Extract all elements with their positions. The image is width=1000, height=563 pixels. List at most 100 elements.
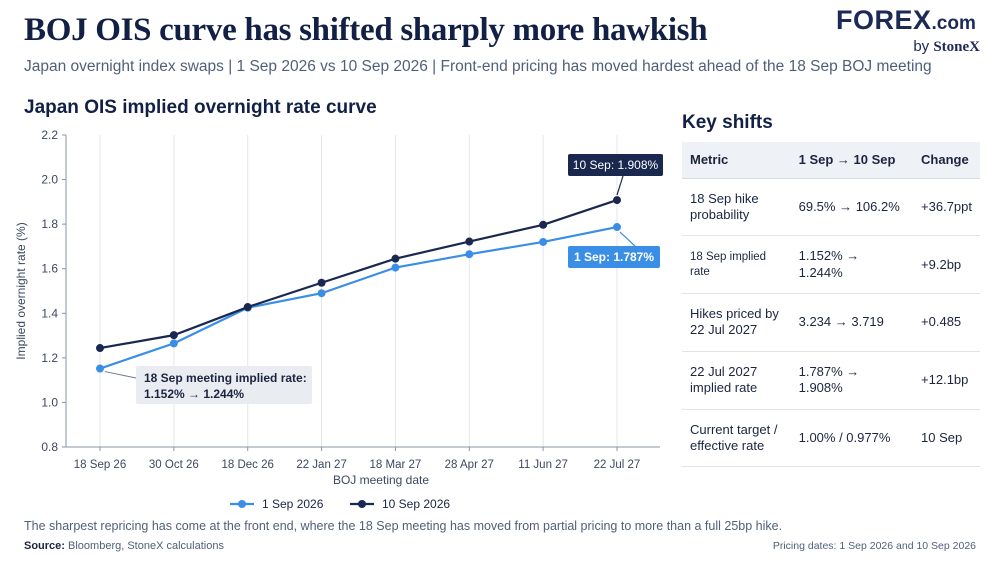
data-point	[613, 223, 621, 232]
end-label-1-sep: 1 Sep: 1.787%	[574, 250, 654, 264]
row-metric: 18 Sep implied rate	[682, 235, 791, 295]
data-point	[465, 237, 474, 246]
y-tick-label: 0.8	[41, 440, 58, 454]
key-shifts-table: Metric 1 Sep → 10 Sep Change 18 Sep hike…	[682, 142, 980, 468]
chart-gridlines	[99, 135, 618, 447]
chart-legend: 1 Sep 2026 10 Sep 2026	[230, 497, 450, 511]
data-point	[317, 289, 326, 298]
chart-axes: 0.8 1.0 1.2 1.4 1.6 1.8 2.0 2.2 18 Sep 26 30 Oct …	[14, 128, 660, 487]
x-tick-label: 18 Sep 26	[74, 459, 126, 471]
data-point	[243, 303, 252, 312]
legend-item: 1 Sep 2026	[230, 497, 324, 511]
header-metric: Metric	[682, 142, 791, 179]
x-tick-label: 22 Jan 27	[296, 459, 347, 471]
data-point	[96, 344, 104, 353]
series-line	[99, 199, 618, 350]
brand-logo: FOREX.com by StoneX	[836, 5, 986, 59]
row-values: 1.787% → 1.908%	[790, 351, 914, 410]
series-10-sep	[96, 196, 621, 353]
page-title: BOJ OIS curve has shifted sharply more h…	[24, 12, 708, 48]
x-tick-label: 22 Jul 27	[594, 459, 641, 471]
data-point	[465, 250, 474, 259]
legend-marker	[358, 500, 366, 508]
data-point	[96, 364, 104, 373]
annotation-pointer	[616, 175, 624, 196]
source-line: Source: Bloomberg, StoneX calculations	[24, 540, 224, 552]
legend-marker	[238, 500, 246, 508]
row-values: 1.00% / 0.977%	[790, 409, 914, 468]
annotation-box	[568, 154, 663, 176]
source-text: Bloomberg, StoneX calculations	[68, 540, 224, 552]
legend-label: 10 Sep 2026	[382, 497, 450, 511]
row-values: 3.234 → 3.719	[790, 293, 914, 352]
row-change: +0.485	[913, 293, 980, 352]
data-point	[391, 263, 400, 272]
x-tick-label: 18 Dec 26	[221, 459, 273, 471]
row-change: +12.1bp	[913, 351, 980, 410]
brand-byline: by StoneX	[913, 38, 980, 56]
row-metric: 18 Sep hike probability	[682, 178, 791, 237]
data-point	[169, 331, 178, 340]
table-header-row: Metric 1 Sep → 10 Sep Change	[682, 142, 980, 179]
table-row: 18 Sep hike probability 69.5% → 106.2% +…	[682, 178, 980, 237]
y-tick-label: 1.0	[41, 395, 58, 409]
chart-title: Japan OIS implied overnight rate curve	[24, 97, 377, 118]
data-point	[317, 278, 326, 287]
header-shift: 1 Sep → 10 Sep	[790, 142, 914, 179]
annotation-box	[136, 366, 312, 404]
chart-series	[96, 196, 621, 373]
data-point	[391, 254, 400, 263]
key-shifts-title: Key shifts	[682, 112, 773, 133]
brand-by-name: StoneX	[933, 39, 980, 55]
y-tick-label: 1.8	[41, 217, 58, 231]
page-subtitle: Japan overnight index swaps | 1 Sep 2026…	[24, 58, 932, 75]
pricing-dates: Pricing dates: 1 Sep 2026 and 10 Sep 202…	[772, 540, 976, 552]
y-tick-label: 2.0	[41, 173, 58, 187]
annotation-box	[568, 246, 660, 268]
front-callout-line1: 18 Sep meeting implied rate:	[144, 371, 307, 385]
row-change: +36.7ppt	[913, 178, 980, 237]
row-metric: Current target / effective rate	[682, 409, 791, 468]
table-row: Hikes priced by 22 Jul 2027 3.234 → 3.71…	[682, 293, 980, 352]
row-values: 69.5% → 106.2%	[790, 178, 914, 237]
annotation-pointer	[619, 231, 636, 247]
chart-annotations: 10 Sep: 1.908% 1 Sep: 1.787% 18 Sep meetin…	[104, 154, 663, 404]
y-tick-label: 1.6	[41, 262, 58, 276]
brand-suffix: .com	[931, 13, 976, 34]
annotation-pointer	[104, 371, 137, 379]
series-1-sep	[96, 223, 621, 373]
x-tick-label: 18 Mar 27	[370, 459, 422, 471]
table-row: Current target / effective rate 1.00% / …	[682, 409, 980, 468]
brand-wordmark: FOREX.com	[836, 5, 976, 36]
table-row: 18 Sep implied rate 1.152% → 1.244% +9.2…	[682, 235, 980, 295]
front-callout-line2: 1.152% → 1.244%	[144, 387, 244, 401]
header-change: Change	[913, 142, 980, 179]
row-change: 10 Sep	[913, 409, 980, 468]
legend-label: 1 Sep 2026	[262, 497, 324, 511]
brand-by-label: by	[913, 38, 930, 55]
y-tick-label: 1.2	[41, 351, 58, 365]
row-metric: 22 Jul 2027 implied rate	[682, 351, 791, 410]
table-row: 22 Jul 2027 implied rate 1.787% → 1.908%…	[682, 351, 980, 410]
row-metric: Hikes priced by 22 Jul 2027	[682, 293, 791, 352]
row-change: +9.2bp	[913, 235, 980, 295]
x-tick-label: 11 Jun 27	[518, 459, 568, 471]
y-tick-label: 1.4	[41, 306, 58, 320]
x-tick-label: 30 Oct 26	[149, 459, 199, 471]
x-tick-label: 28 Apr 27	[445, 459, 494, 471]
data-point	[539, 237, 548, 246]
legend-item: 10 Sep 2026	[350, 497, 450, 511]
x-axis-label: BOJ meeting date	[333, 473, 429, 487]
data-point	[613, 196, 621, 205]
row-values: 1.152% → 1.244%	[790, 235, 914, 295]
end-label-10-sep: 10 Sep: 1.908%	[573, 158, 659, 172]
y-tick-label: 2.2	[41, 128, 58, 142]
brand-name: FOREX	[836, 5, 932, 35]
footnote: The sharpest repricing has come at the f…	[24, 519, 783, 533]
series-line	[99, 225, 618, 370]
source-label: Source:	[24, 540, 65, 552]
data-point	[169, 339, 178, 348]
data-point	[539, 220, 548, 229]
line-chart: 0.8 1.0 1.2 1.4 1.6 1.8 2.0 2.2 18 Sep 26 30 Oct …	[14, 128, 663, 511]
y-axis-label: Implied overnight rate (%)	[14, 222, 28, 359]
